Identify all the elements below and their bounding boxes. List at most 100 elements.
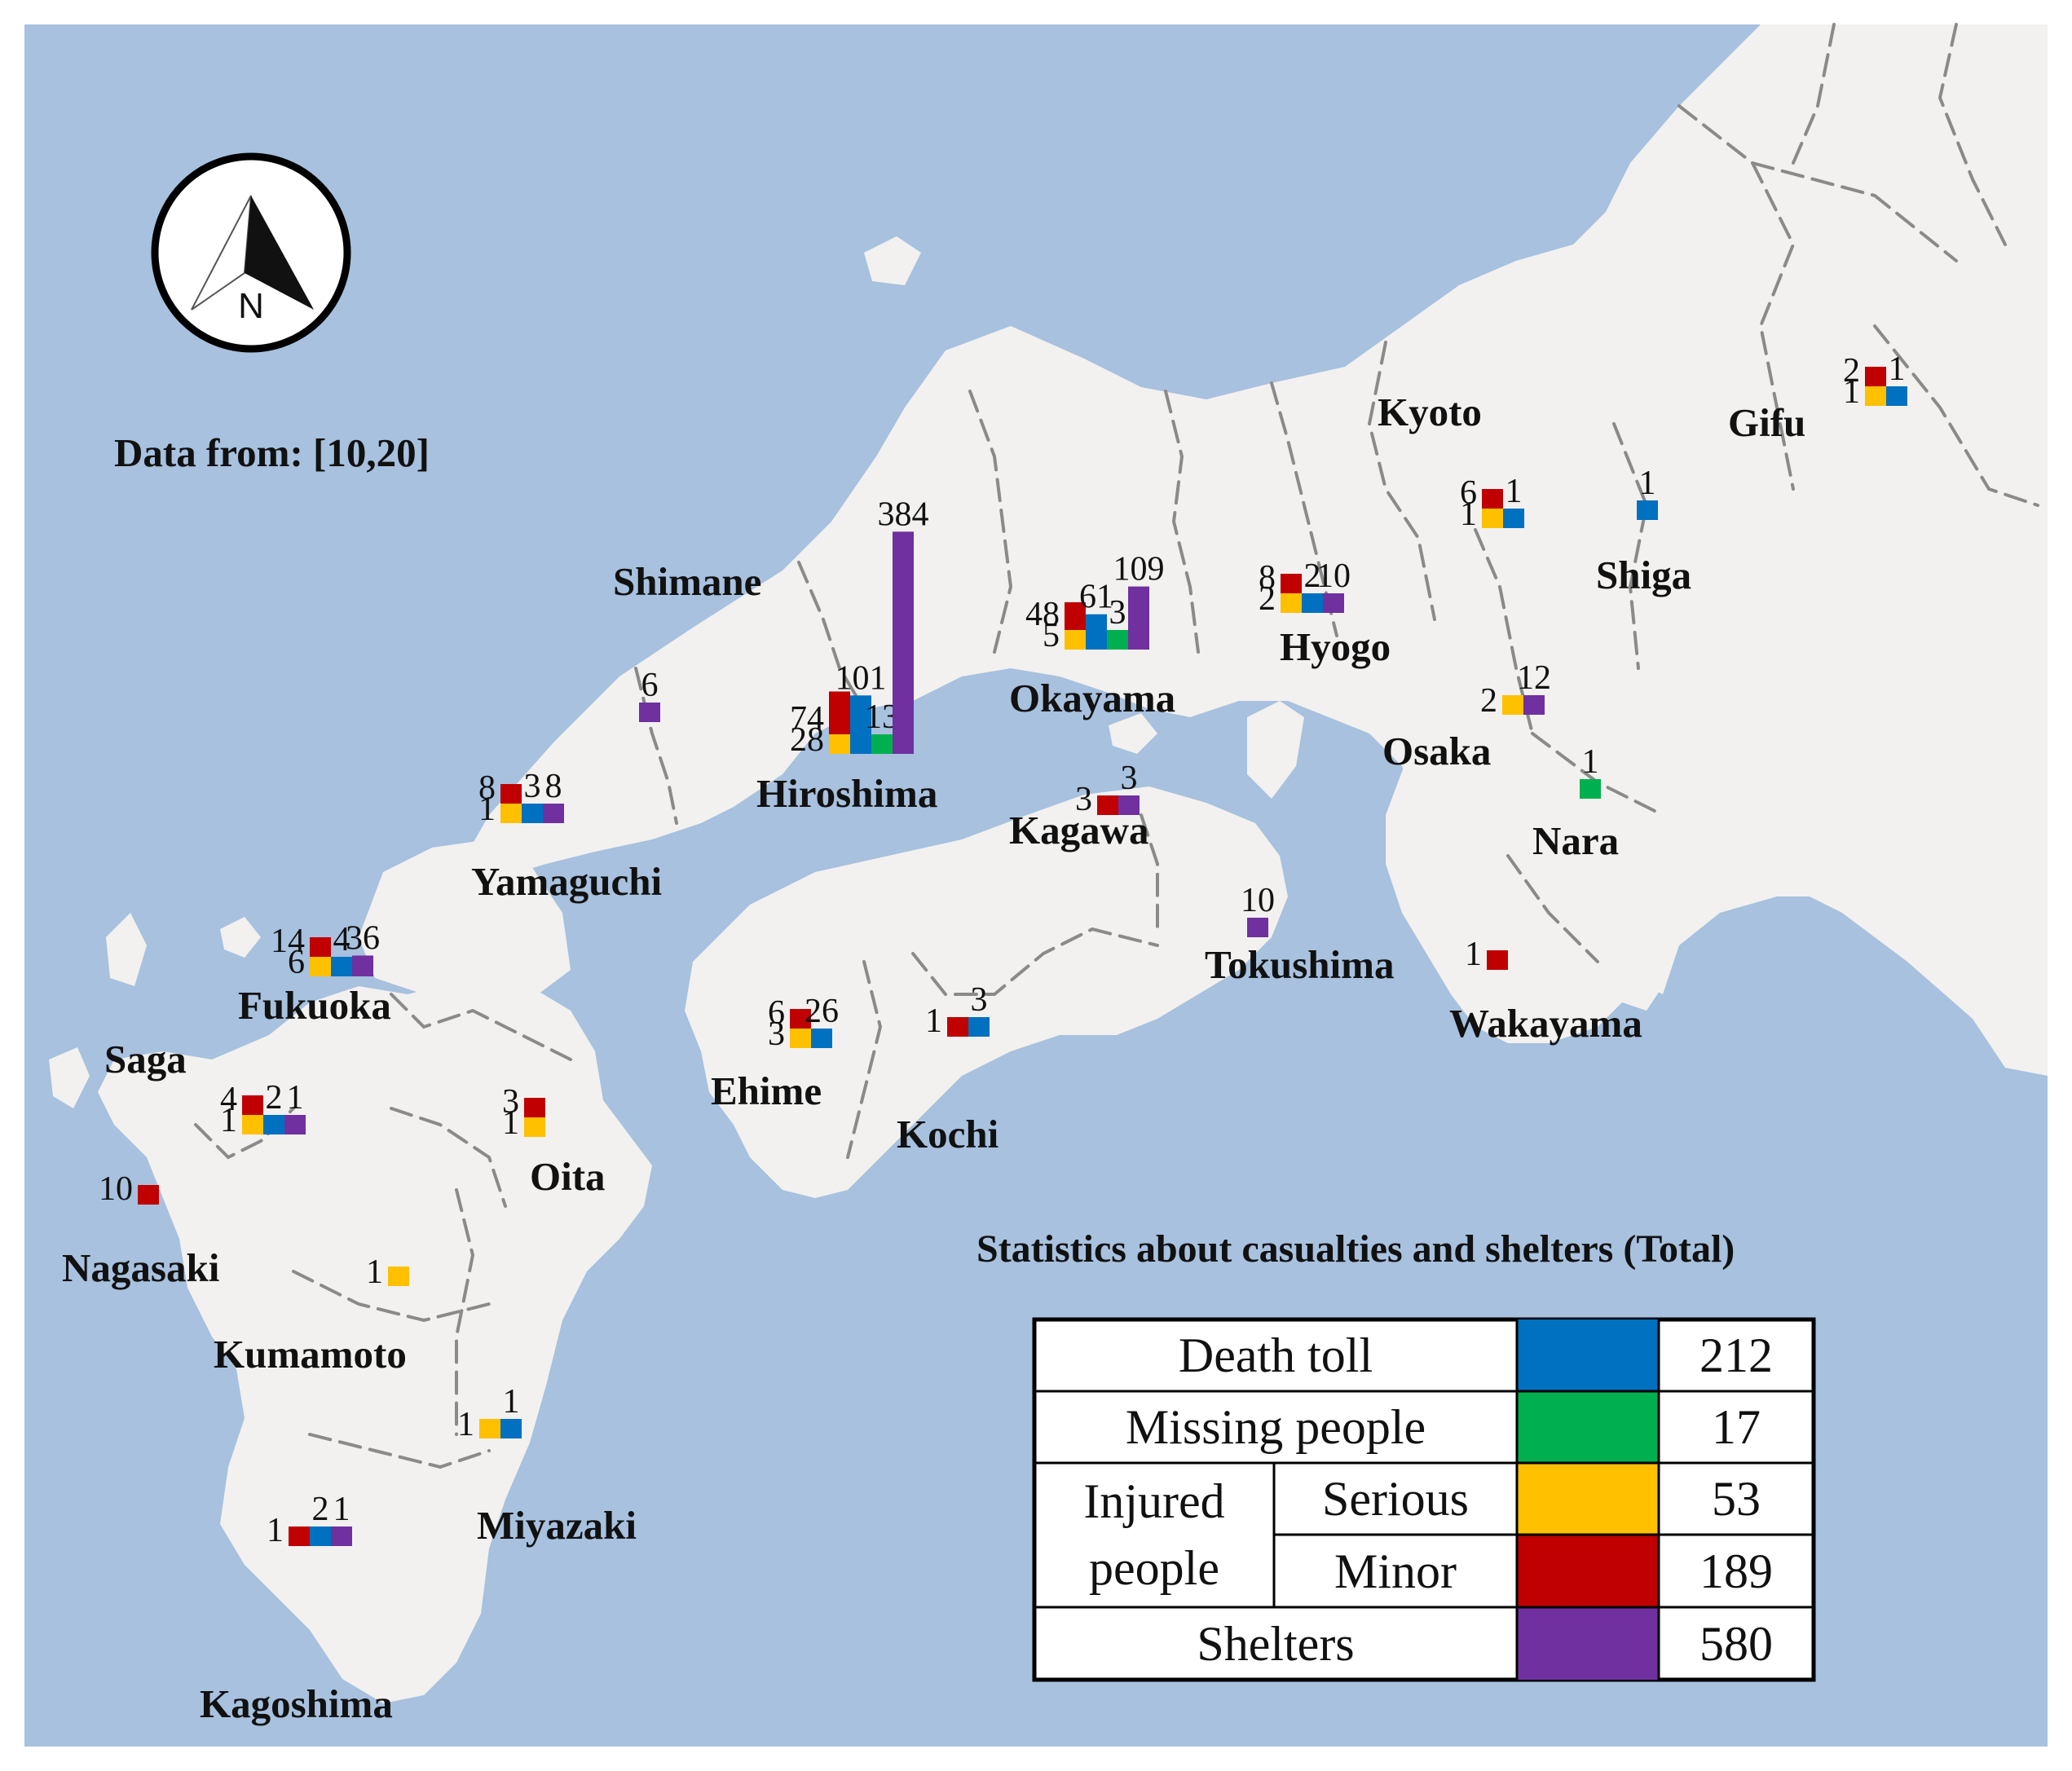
hiroshima-missing-bar (871, 734, 893, 754)
kumamoto-serious-bar (388, 1267, 409, 1286)
hiroshima-death-bar (850, 695, 871, 754)
border-line (797, 561, 866, 711)
ehime-minor-bar (790, 1009, 811, 1029)
region-label-shiga: Shiga (1596, 553, 1691, 597)
saga-shelters-value: 1 (287, 1079, 304, 1117)
okayama-minor-value: 48 (1025, 596, 1060, 633)
legend-label-shelters: Shelters (1197, 1617, 1354, 1671)
border-line (1612, 422, 1649, 670)
ehime-death-value: 26 (805, 993, 839, 1030)
border-line (634, 667, 678, 825)
kochi-death-value: 3 (971, 981, 988, 1019)
kagawa-shelters-value: 3 (1121, 760, 1138, 797)
region-label-kagoshima: Kagoshima (200, 1681, 393, 1726)
wakayama-minor-bar (1487, 950, 1508, 970)
oki-islands (864, 236, 921, 285)
kyoto-death-value: 1 (1506, 473, 1523, 510)
okayama-minor-bar (1065, 601, 1086, 630)
hyogo-minor-value: 8 (1259, 559, 1276, 597)
fukuoka-coast (359, 839, 571, 994)
miyazaki-death-bar (500, 1419, 522, 1438)
hiroshima-shelters-value: 384 (878, 496, 929, 533)
legend-label-minor: Minor (1334, 1544, 1457, 1598)
saga-serious-bar (242, 1115, 263, 1134)
tsushima-island (106, 913, 147, 986)
yamaguchi-serious-bar (500, 804, 522, 823)
okayama-shelters-value: 109 (1113, 551, 1165, 588)
border-line (455, 1188, 475, 1436)
legend-title: Statistics about casualties and shelters… (976, 1227, 1735, 1271)
legend-label-serious: Serious (1322, 1472, 1469, 1526)
kyushu-landmass (98, 978, 652, 1703)
okayama-serious-value: 5 (1043, 617, 1060, 654)
hyogo-death-value: 2 (1304, 557, 1321, 595)
region-label-osaka: Osaka (1382, 729, 1491, 773)
ehime-serious-value: 3 (768, 1015, 785, 1053)
ehime-serious-bar (790, 1029, 811, 1048)
ehime-death-bar (811, 1029, 832, 1048)
border-line (1367, 341, 1436, 621)
statistics-legend: Statistics about casualties and shelters… (976, 1227, 1816, 1682)
kumamoto-serious-value: 1 (366, 1253, 383, 1291)
region-label-fukuoka: Fukuoka (238, 983, 391, 1028)
legend-total-death: 212 (1699, 1328, 1773, 1382)
yamaguchi-minor-value: 8 (478, 769, 496, 807)
kyoto-minor-value: 6 (1460, 474, 1477, 512)
border-line (308, 1433, 491, 1469)
hyogo-death-bar (1302, 593, 1323, 613)
fukuoka-shelters-value: 36 (346, 919, 380, 957)
fukuoka-death-value: 4 (333, 921, 350, 958)
okayama-death-value: 61 (1079, 579, 1113, 616)
border-line (1938, 23, 2007, 246)
hyogo-shelters-bar (1323, 593, 1344, 613)
hyogo-minor-bar (1281, 574, 1302, 593)
saga-death-value: 2 (266, 1079, 283, 1117)
saga-death-bar (263, 1115, 284, 1134)
gifu-death-bar (1886, 386, 1907, 406)
kyoto-minor-bar (1482, 489, 1503, 509)
hiroshima-minor-value: 74 (790, 700, 824, 738)
border-line (390, 1107, 507, 1208)
shiga-death-bar (1637, 500, 1658, 520)
north-arrow-compass-icon: N (151, 152, 351, 353)
region-label-kochi: Kochi (897, 1112, 999, 1156)
hyogo-serious-bar (1281, 593, 1302, 613)
gifu-serious-bar (1865, 386, 1886, 406)
hiroshima-serious-bar (829, 734, 850, 754)
hiroshima-serious-value: 28 (790, 721, 824, 759)
kochi-minor-bar (947, 1017, 968, 1037)
kagawa-minor-bar (1097, 795, 1118, 815)
ehime-minor-value: 6 (768, 994, 785, 1032)
iki-island (220, 917, 261, 958)
region-label-saga: Saga (104, 1037, 187, 1082)
region-label-yamaguchi: Yamaguchi (471, 859, 662, 904)
hiroshima-death-value: 101 (835, 659, 887, 697)
kagawa-minor-value: 3 (1075, 781, 1092, 818)
miyazaki-serious-value: 1 (457, 1406, 474, 1443)
legend-table-frame (1032, 1317, 1816, 1682)
osaka-serious-bar (1502, 695, 1523, 715)
fukuoka-shelters-bar (352, 955, 373, 976)
kagoshima-shelters-bar (331, 1526, 352, 1546)
region-label-hiroshima: Hiroshima (756, 771, 937, 816)
shodoshima-island (1109, 713, 1157, 754)
tokushima-shelters-bar (1247, 918, 1268, 937)
miyazaki-death-value: 1 (503, 1383, 520, 1421)
kagoshima-minor-bar (289, 1526, 310, 1546)
region-labels: Shimane Hiroshima Okayama Hyogo Kyoto Sh… (62, 390, 1805, 1726)
okayama-death-bar (1086, 614, 1107, 650)
region-label-wakayama: Wakayama (1449, 1001, 1642, 1046)
goto-islands (49, 1047, 90, 1108)
nara-missing-value: 1 (1582, 743, 1599, 781)
shiga-death-value: 1 (1639, 465, 1656, 502)
border-line (1140, 813, 1159, 931)
honshu-landmass (456, 24, 2048, 1076)
kyoto-serious-value: 1 (1460, 496, 1477, 533)
okayama-shelters-bar (1128, 586, 1149, 650)
kagoshima-minor-value: 1 (267, 1512, 284, 1549)
saga-shelters-bar (284, 1115, 306, 1134)
hyogo-serious-value: 2 (1259, 580, 1276, 618)
legend-total-shelters: 580 (1699, 1617, 1773, 1671)
border-line (390, 993, 572, 1061)
region-label-tokushima: Tokushima (1205, 942, 1394, 987)
